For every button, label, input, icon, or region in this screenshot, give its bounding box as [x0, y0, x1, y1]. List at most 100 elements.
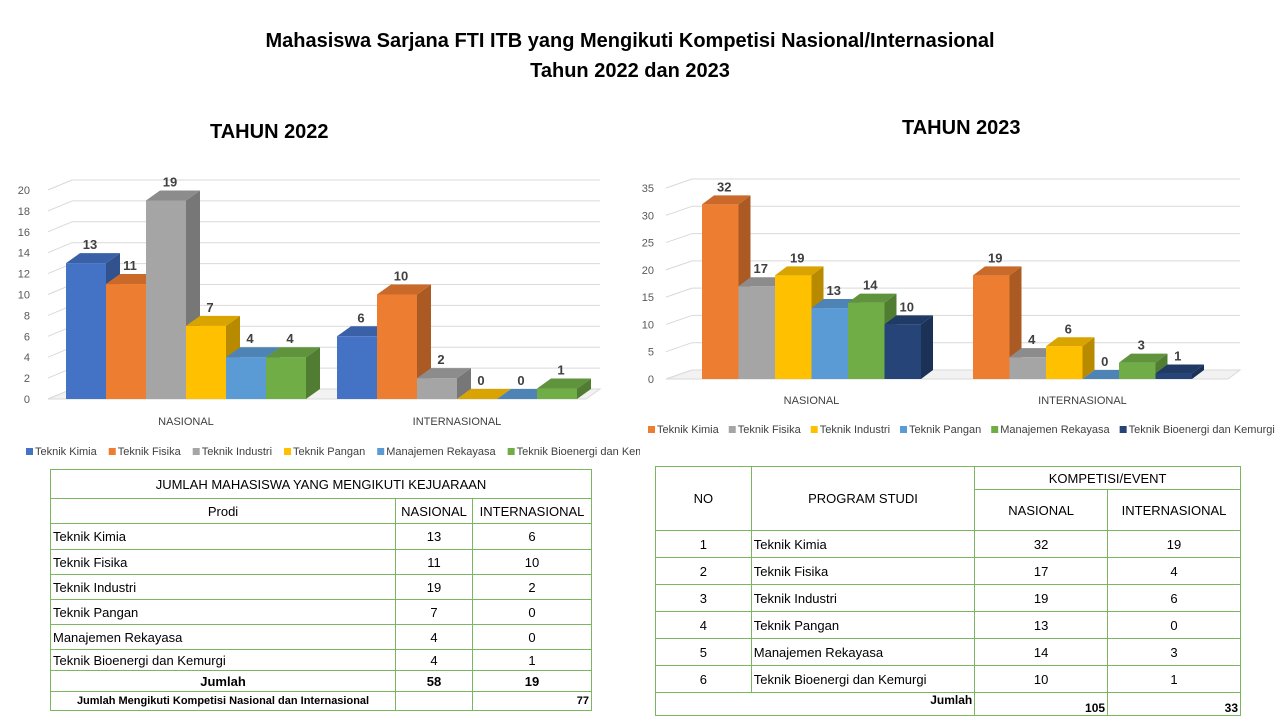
- bar-top-teknik-pangan: [811, 299, 860, 309]
- no-cell: 4: [655, 611, 752, 639]
- table-2022-header-prodi: Prodi: [49, 498, 397, 524]
- nasional-cell: 4: [395, 624, 474, 650]
- bar-top-teknik-fisika: [1009, 348, 1058, 358]
- data-label: 4: [286, 331, 294, 346]
- prodi-cell: Teknik Fisika: [49, 549, 397, 575]
- y-tick-label: 10: [642, 319, 654, 331]
- legend-label-teknik-kimia: Teknik Kimia: [35, 446, 98, 458]
- bar-top-teknik-pangan: [186, 315, 240, 326]
- legend-label-teknik-fisika: Teknik Fisika: [738, 424, 802, 436]
- bar-teknik-bioenergi-dan-kemurgi: [884, 324, 921, 379]
- table-2022-title-row: JUMLAH MAHASISWA YANG MENGIKUTI KEJUARAA…: [50, 469, 592, 499]
- table-2023-header-nasional: NASIONAL: [974, 489, 1109, 531]
- grand-total-empty: [395, 691, 474, 711]
- x-category-label: NASIONAL: [158, 416, 214, 428]
- data-label: 0: [477, 373, 484, 388]
- y-tick-label: 35: [642, 183, 654, 195]
- legend-swatch-teknik-bioenergi-dan-kemurgi: [1119, 426, 1127, 433]
- bar-side-teknik-fisika: [417, 284, 431, 399]
- bar-teknik-kimia: [973, 275, 1010, 379]
- internasional-cell: 4: [1107, 557, 1241, 585]
- gridline-depth: [47, 200, 73, 212]
- legend-swatch-teknik-pangan: [900, 426, 908, 433]
- y-tick-label: 10: [18, 290, 30, 302]
- data-label: 0: [517, 373, 524, 388]
- bar-teknik-pangan: [811, 308, 848, 379]
- nasional-cell: 4: [395, 649, 474, 671]
- data-label: 1: [557, 363, 564, 378]
- bar-top-teknik-bioenergi-dan-kemurgi: [537, 378, 591, 389]
- y-tick-label: 4: [24, 352, 30, 364]
- legend-swatch-teknik-bioenergi-dan-kemurgi: [507, 448, 515, 455]
- table-row: Manajemen Rekayasa 4 0: [49, 624, 592, 650]
- y-tick-label: 14: [18, 248, 30, 260]
- bar-top-teknik-pangan: [1082, 370, 1131, 379]
- no-cell: 3: [655, 584, 752, 612]
- grand-total-value: 77: [472, 691, 592, 711]
- internasional-cell: 0: [1107, 611, 1241, 639]
- nasional-cell: 19: [974, 584, 1109, 612]
- data-label: 14: [863, 278, 878, 293]
- no-cell: 1: [655, 530, 752, 558]
- data-label: 11: [123, 258, 137, 273]
- bar-top-manajemen-rekayasa: [848, 293, 897, 303]
- prodi-cell: Teknik Pangan: [750, 611, 976, 639]
- bar-manajemen-rekayasa: [848, 302, 885, 379]
- data-label: 2: [437, 352, 444, 367]
- chart-2023-title: TAHUN 2023: [902, 117, 1021, 139]
- table-row: 1 Teknik Kimia 32 19: [655, 530, 1241, 558]
- bar-manajemen-rekayasa: [226, 357, 266, 399]
- legend-swatch-teknik-industri: [192, 448, 200, 455]
- bar-teknik-kimia: [702, 204, 739, 379]
- y-tick-label: 0: [24, 394, 30, 406]
- legend-swatch-teknik-kimia: [648, 426, 655, 433]
- bar-side-teknik-industri: [457, 368, 471, 399]
- data-label: 10: [900, 299, 914, 314]
- bar-side-teknik-bioenergi-dan-kemurgi: [577, 378, 591, 399]
- legend-swatch-teknik-fisika: [108, 448, 116, 455]
- bar-top-teknik-bioenergi-dan-kemurgi: [884, 315, 933, 325]
- table-row: Teknik Fisika 11 10: [49, 549, 592, 575]
- bar-side-teknik-bioenergi-dan-kemurgi: [306, 347, 320, 399]
- y-tick-label: 2: [24, 373, 30, 385]
- legend-label-teknik-pangan: Teknik Pangan: [293, 446, 365, 458]
- legend-label-manajemen-rekayasa: Manajemen Rekayasa: [386, 446, 496, 458]
- data-label: 19: [988, 250, 1002, 265]
- legend-label-teknik-industri: Teknik Industri: [820, 424, 890, 436]
- internasional-cell: 19: [1107, 530, 1241, 558]
- data-label: 10: [394, 269, 408, 284]
- legend-label-teknik-pangan: Teknik Pangan: [909, 424, 981, 436]
- x-category-label: INTERNASIONAL: [413, 416, 502, 428]
- bar-teknik-industri: [146, 200, 186, 399]
- data-label: 19: [163, 174, 177, 189]
- bar-top-teknik-fisika: [377, 284, 431, 295]
- table-row: 2 Teknik Fisika 17 4: [655, 557, 1241, 585]
- bar-top-teknik-industri: [417, 368, 471, 379]
- table-2022-total-row: Jumlah 58 19: [49, 670, 592, 692]
- legend-label-teknik-kimia: Teknik Kimia: [657, 424, 720, 436]
- table-row: Teknik Pangan 7 0: [49, 599, 592, 625]
- table-2023-header-row-1: NO PROGRAM STUDI KOMPETISI/EVENT: [655, 466, 1241, 531]
- data-label: 32: [717, 179, 731, 194]
- total-nasional: 105: [974, 692, 1109, 716]
- bar-manajemen-rekayasa: [1119, 362, 1156, 379]
- table-2023: NO PROGRAM STUDI KOMPETISI/EVENT NASIONA…: [654, 466, 1241, 716]
- prodi-cell: Teknik Industri: [49, 574, 397, 600]
- prodi-cell: Teknik Kimia: [49, 523, 397, 550]
- data-label: 3: [1138, 338, 1145, 353]
- y-tick-label: 30: [642, 210, 654, 222]
- table-row: 3 Teknik Industri 19 6: [655, 584, 1241, 612]
- legend-label-teknik-fisika: Teknik Fisika: [118, 446, 182, 458]
- gridline-depth: [47, 221, 73, 233]
- y-tick-label: 20: [18, 185, 30, 197]
- table-2022-title: JUMLAH MAHASISWA YANG MENGIKUTI KEJUARAA…: [50, 469, 592, 499]
- prodi-cell: Teknik Kimia: [750, 530, 976, 558]
- bar-top-teknik-pangan: [457, 389, 511, 399]
- total-nasional: 58: [395, 670, 474, 692]
- internasional-cell: 6: [472, 523, 592, 550]
- bar-top-teknik-industri: [146, 190, 200, 201]
- bar-top-teknik-bioenergi-dan-kemurgi: [266, 347, 320, 358]
- table-row: 5 Manajemen Rekayasa 14 3: [655, 638, 1241, 666]
- bar-teknik-kimia: [66, 263, 106, 399]
